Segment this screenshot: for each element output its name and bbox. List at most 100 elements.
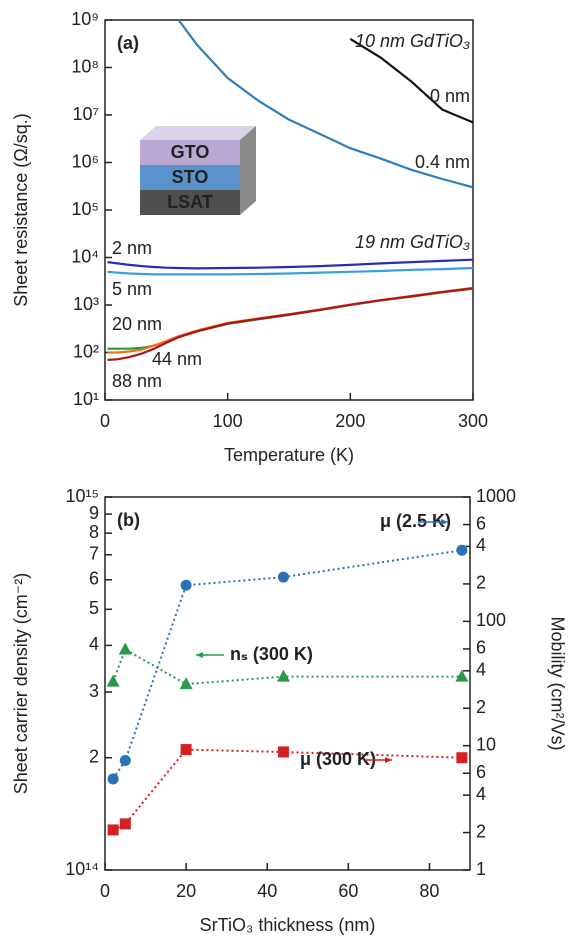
y2-tick-label: 2 xyxy=(476,573,486,593)
marker xyxy=(277,571,289,583)
y-tick-label: 10² xyxy=(73,341,99,361)
y-tick-label: 3 xyxy=(89,681,99,701)
series-label: 5 nm xyxy=(112,279,152,299)
y-tick-label: 9 xyxy=(89,503,99,523)
marker xyxy=(179,677,193,690)
series-label: nₛ (300 K) xyxy=(230,644,313,664)
y2-tick-label: 100 xyxy=(476,610,506,630)
x-tick-label: 80 xyxy=(419,881,439,901)
y-tick-label: 4 xyxy=(89,634,99,654)
series-label: μ (300 K) xyxy=(300,749,376,769)
inset-gto xyxy=(140,140,240,165)
y-tick-label: 10¹⁴ xyxy=(65,859,99,879)
y2-tick-label: 6 xyxy=(476,638,486,658)
series-label: 0.4 nm xyxy=(415,152,470,172)
series-line xyxy=(112,748,462,831)
inset-label: GTO xyxy=(171,142,210,162)
marker xyxy=(180,744,192,756)
series-label: 88 nm xyxy=(112,371,162,391)
x-tick-label: 0 xyxy=(100,881,110,901)
annotation: 19 nm GdTiO₃ xyxy=(355,232,470,252)
panel-label: (a) xyxy=(117,33,139,53)
y2-tick-label: 10 xyxy=(476,734,496,754)
y2-tick-label: 4 xyxy=(476,784,486,804)
y2-tick-label: 6 xyxy=(476,513,486,533)
x-axis-label: Temperature (K) xyxy=(224,445,354,465)
series-line xyxy=(107,287,473,361)
y-tick-label: 6 xyxy=(89,568,99,588)
annotation: 10 nm GdTiO₃ xyxy=(355,31,470,51)
inset-sto xyxy=(140,165,240,190)
marker xyxy=(107,773,119,785)
label-arrowhead xyxy=(196,652,203,658)
inset-lsat xyxy=(140,190,240,215)
series-label: 20 nm xyxy=(112,314,162,334)
label-arrowhead xyxy=(441,519,448,525)
marker xyxy=(276,669,290,682)
x-tick-label: 40 xyxy=(257,881,277,901)
y-tick-label: 7 xyxy=(89,544,99,564)
x-tick-label: 300 xyxy=(458,411,488,431)
y2-tick-label: 2 xyxy=(476,697,486,717)
y-axis-label: Sheet resistance (Ω/sq.) xyxy=(11,113,31,307)
marker xyxy=(119,754,131,766)
series-line xyxy=(107,286,473,354)
series-line xyxy=(112,549,463,780)
series-label: 0 nm xyxy=(430,86,470,106)
x-tick-label: 0 xyxy=(100,411,110,431)
series-line xyxy=(107,266,473,276)
series-line xyxy=(349,37,473,124)
y2-axis-label: Mobility (cm²/Vs) xyxy=(547,617,567,751)
y-tick-label: 10³ xyxy=(73,294,99,314)
y2-tick-label: 4 xyxy=(476,535,486,555)
x-tick-label: 60 xyxy=(338,881,358,901)
y-tick-label: 10⁷ xyxy=(72,104,99,124)
x-tick-label: 200 xyxy=(335,411,365,431)
marker xyxy=(455,669,469,682)
y-tick-label: 8 xyxy=(89,522,99,542)
label-arrowhead xyxy=(385,757,392,763)
y-tick-label: 10⁵ xyxy=(72,199,99,219)
marker xyxy=(107,824,119,836)
panel: 0 100 200 300 10¹ 10² 10³ 10⁴ 10⁵ 10⁶ 10⁷ 10⁸ 10⁹ Tem… xyxy=(11,9,488,465)
inset-side xyxy=(240,126,256,215)
y-tick-label: 10⁹ xyxy=(71,9,99,29)
marker xyxy=(180,579,192,591)
y-axis-label: Sheet carrier density (cm⁻²) xyxy=(11,573,31,795)
marker xyxy=(118,642,132,655)
inset-top xyxy=(140,126,256,140)
series-line xyxy=(107,287,473,350)
marker xyxy=(106,674,120,687)
marker xyxy=(456,544,468,556)
marker xyxy=(277,746,289,758)
y-tick-label: 10⁶ xyxy=(72,151,99,171)
y2-tick-label: 6 xyxy=(476,762,486,782)
series-line xyxy=(177,20,473,189)
y-tick-label: 10⁴ xyxy=(71,246,99,266)
series-line xyxy=(107,258,473,270)
panel: 0 20 40 60 8010¹⁴2345678910¹⁵124610246100246… xyxy=(11,486,568,935)
y2-tick-label: 1 xyxy=(476,859,486,879)
y2-tick-label: 4 xyxy=(476,660,486,680)
series-label: 2 nm xyxy=(112,238,152,258)
y-tick-label: 10⁸ xyxy=(71,56,99,76)
layer-inset: GTO STO LSAT xyxy=(140,126,256,215)
inset-label: LSAT xyxy=(167,192,213,212)
series-label: μ (2.5 K) xyxy=(380,511,451,531)
y2-tick-label: 2 xyxy=(476,821,486,841)
series-line xyxy=(112,648,462,686)
x-axis-label: SrTiO₃ thickness (nm) xyxy=(200,915,376,935)
y-tick-label: 2 xyxy=(89,746,99,766)
y-tick-label: 5 xyxy=(89,598,99,618)
marker xyxy=(119,818,131,830)
plot-frame xyxy=(104,496,471,871)
y-tick-label: 10¹ xyxy=(73,389,99,409)
marker xyxy=(456,752,468,764)
panel-label: (b) xyxy=(117,510,140,530)
series-label: 44 nm xyxy=(152,349,202,369)
x-tick-label: 20 xyxy=(176,881,196,901)
y-tick-label: 10¹⁵ xyxy=(66,486,99,506)
x-tick-label: 100 xyxy=(213,411,243,431)
y2-tick-label: 1000 xyxy=(476,486,516,506)
